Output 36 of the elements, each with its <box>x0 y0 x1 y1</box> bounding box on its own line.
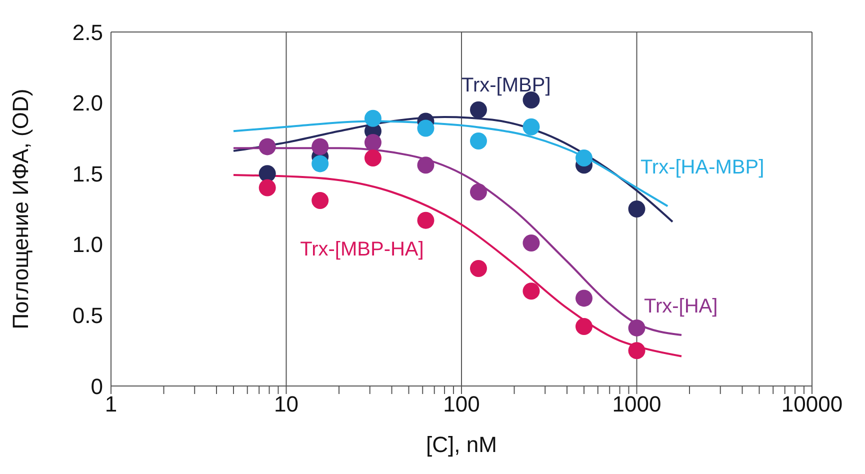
x-tick-label: 10000 <box>781 392 843 417</box>
point <box>258 165 276 182</box>
series-label: Trx-[HA] <box>644 295 718 318</box>
y-tick-label: 1.0 <box>72 232 103 258</box>
y-tick-label: 0 <box>90 374 103 399</box>
x-tick-label: 100 <box>443 392 480 417</box>
point <box>628 200 646 218</box>
y-tick-label: 2.0 <box>72 90 103 116</box>
y-axis-title: Поглощение ИФА, (OD) <box>8 88 33 330</box>
point <box>312 192 329 210</box>
point <box>628 319 646 336</box>
point <box>258 179 276 196</box>
point <box>470 260 487 277</box>
point <box>522 282 540 300</box>
point <box>364 150 382 167</box>
y-tick-label: 2.5 <box>72 20 103 45</box>
point <box>312 138 329 156</box>
x-tick-label: 1 <box>104 392 118 417</box>
x-tick-label: 1000 <box>612 392 662 417</box>
point <box>470 184 487 201</box>
x-axis-title: [C], nM <box>426 432 497 457</box>
text: Trx-[HA-MBP] <box>640 156 764 179</box>
series-label: Trx-[MBP-HA] <box>300 238 424 261</box>
point <box>628 342 646 360</box>
series-label: Trx-[MBP] <box>462 74 551 96</box>
x-tick-label: 10 <box>274 392 298 417</box>
point <box>417 212 434 229</box>
point <box>364 134 382 151</box>
y-tick-label: 1.5 <box>72 161 103 186</box>
point <box>522 234 540 252</box>
point <box>470 101 487 118</box>
point <box>575 318 592 336</box>
point <box>417 156 434 174</box>
y-tick-label: 0.5 <box>72 303 103 328</box>
point <box>575 290 592 307</box>
point <box>258 138 276 156</box>
